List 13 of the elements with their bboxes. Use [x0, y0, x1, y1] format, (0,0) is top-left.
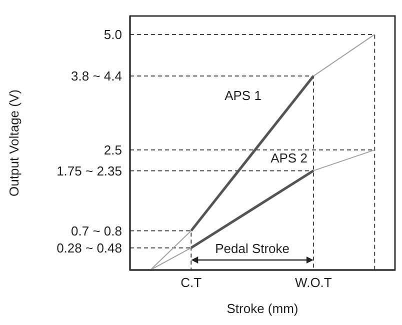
y-tick-label: 1.75 ~ 2.35 [56, 163, 122, 178]
y-tick-label: 0.28 ~ 0.48 [56, 240, 122, 256]
x-tick-label: W.O.T [295, 275, 332, 290]
annotation: Pedal Stroke [215, 241, 290, 256]
y-tick-label: 2.5 [104, 142, 122, 158]
y-axis-title: Output Voltage (V) [6, 90, 22, 196]
y-tick-label: 3.8 ~ 4.4 [71, 68, 122, 84]
x-axis-title: Stroke (mm) [226, 301, 298, 316]
y-tick-label: 0.7 ~ 0.8 [71, 223, 122, 238]
x-tick-label: C.T [180, 275, 202, 290]
y-tick-label: 5.0 [104, 27, 122, 42]
series-label: APS 2 [270, 150, 308, 166]
series-label: APS 1 [224, 88, 262, 104]
